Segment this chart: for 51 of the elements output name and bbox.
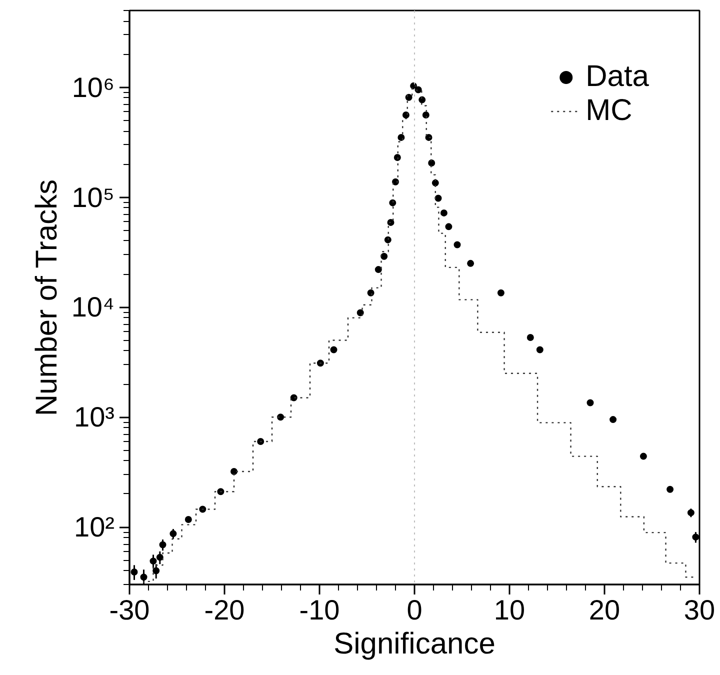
point bbox=[610, 416, 617, 424]
y-tick-label: 10⁵ bbox=[72, 182, 115, 213]
y-axis-title: Number of Tracks bbox=[30, 179, 64, 416]
point bbox=[432, 179, 439, 186]
legend-label: Data bbox=[586, 60, 649, 94]
point bbox=[384, 236, 392, 244]
point bbox=[445, 223, 452, 230]
y-tick-label: 10² bbox=[74, 512, 114, 543]
x-tick-label: -10 bbox=[299, 594, 340, 626]
x-tick-label: 20 bbox=[588, 594, 620, 626]
point bbox=[418, 96, 426, 104]
x-axis-title: Significance bbox=[334, 628, 496, 660]
y-tick-label: 10⁶ bbox=[72, 72, 114, 103]
point bbox=[402, 112, 410, 119]
x-tick-label: 0 bbox=[406, 594, 422, 626]
point bbox=[434, 194, 442, 202]
point bbox=[230, 468, 238, 475]
point bbox=[536, 346, 544, 354]
x-tick-label: -20 bbox=[204, 594, 245, 626]
point bbox=[398, 134, 405, 141]
point bbox=[454, 241, 461, 248]
point bbox=[414, 86, 422, 94]
point bbox=[640, 452, 647, 460]
point bbox=[184, 516, 192, 524]
point bbox=[422, 112, 430, 119]
point bbox=[467, 260, 474, 267]
point bbox=[217, 488, 224, 496]
y-tick-label: 10⁴ bbox=[71, 292, 115, 323]
point bbox=[666, 486, 674, 493]
point bbox=[389, 199, 396, 206]
point bbox=[387, 218, 394, 226]
point bbox=[257, 438, 264, 445]
point bbox=[394, 154, 401, 161]
point bbox=[277, 414, 284, 421]
point bbox=[380, 252, 388, 260]
point bbox=[330, 346, 338, 354]
legend-label: MC bbox=[586, 94, 632, 128]
point bbox=[356, 309, 364, 316]
x-tick-label: -30 bbox=[109, 594, 150, 626]
point bbox=[440, 209, 448, 216]
x-tick-label: 10 bbox=[494, 594, 526, 626]
y-tick-label: 10³ bbox=[74, 402, 114, 433]
point bbox=[497, 289, 504, 296]
point bbox=[428, 159, 436, 166]
point bbox=[316, 360, 324, 367]
point bbox=[586, 399, 594, 406]
x-tick-label: 30 bbox=[684, 594, 716, 626]
point bbox=[374, 266, 382, 274]
point bbox=[425, 134, 432, 141]
point bbox=[526, 334, 534, 341]
point bbox=[405, 94, 412, 101]
